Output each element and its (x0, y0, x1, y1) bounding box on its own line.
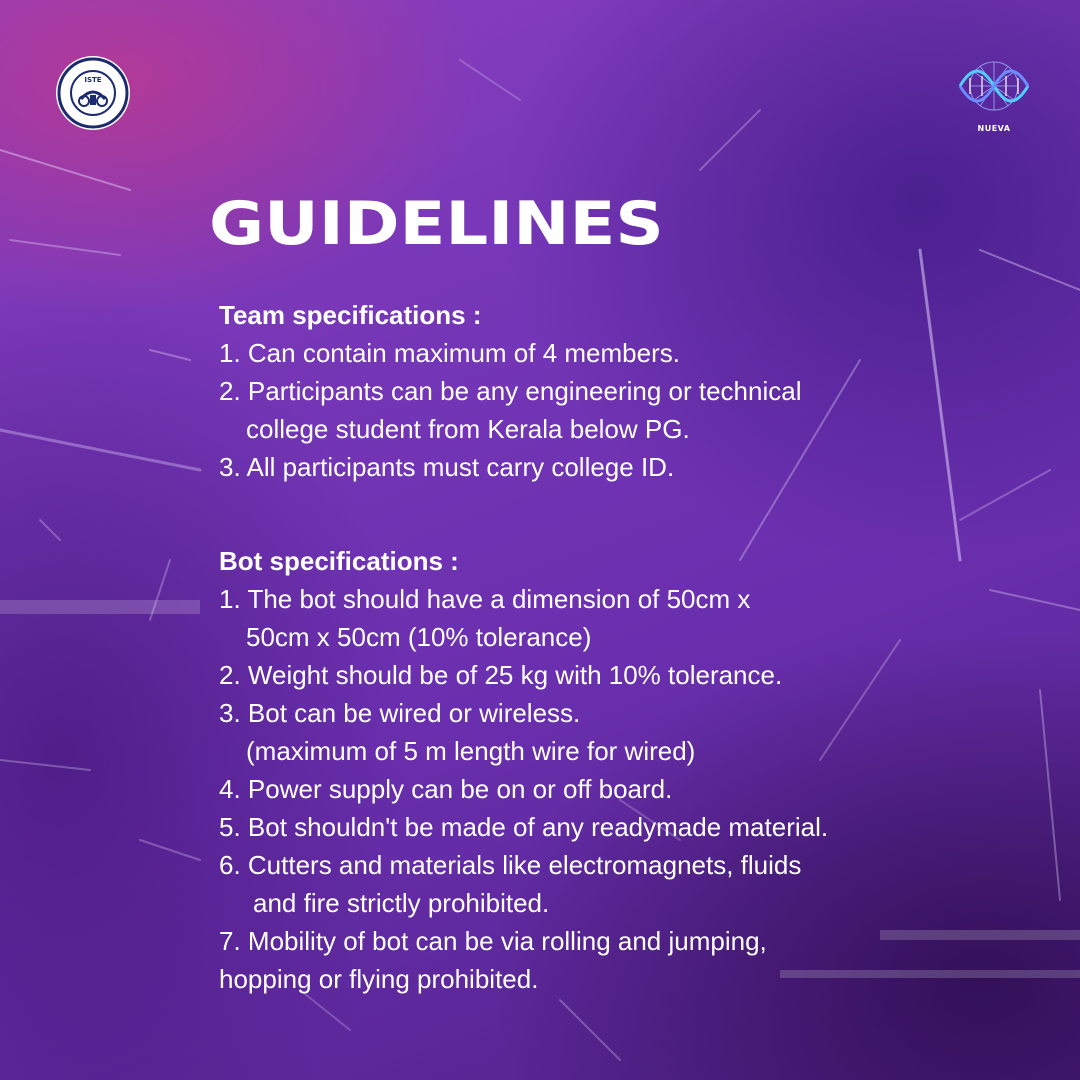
bot-item: 6. Cutters and materials like electromag… (219, 850, 802, 880)
bot-item: 2. Weight should be of 25 kg with 10% to… (219, 660, 783, 690)
bot-item-continued: hopping or flying prohibited. (219, 964, 539, 994)
bot-item: 1. The bot should have a dimension of 50… (219, 584, 751, 614)
iste-logo: ISTE (55, 55, 131, 131)
team-item: 2. Participants can be any engineering o… (219, 376, 802, 406)
bot-item-continued: (maximum of 5 m length wire for wired) (246, 736, 696, 766)
bot-item: 4. Power supply can be on or off board. (219, 774, 673, 804)
team-specifications-heading: Team specifications : (219, 300, 482, 330)
iste-seal-icon (56, 56, 130, 130)
dna-helix-globe-icon (958, 61, 1030, 111)
bot-item: 3. Bot can be wired or wireless. (219, 698, 581, 728)
bot-item: 7. Mobility of bot can be via rolling an… (219, 926, 767, 956)
team-item: 3. All participants must carry college I… (219, 452, 675, 482)
guidelines-content: Team specifications : 1. Can contain max… (219, 296, 959, 998)
bot-item-continued: 50cm x 50cm (10% tolerance) (246, 622, 592, 652)
section-spacer (219, 486, 959, 542)
nueva-logo (952, 56, 1036, 136)
bot-specifications-heading: Bot specifications : (219, 546, 459, 576)
page-title: GUIDELINES (209, 189, 664, 259)
nueva-logo-label: NUEVA (977, 124, 1011, 133)
team-item-continued: college student from Kerala below PG. (246, 414, 690, 444)
bot-item-continued: and fire strictly prohibited. (253, 888, 550, 918)
iste-logo-center-text: ISTE (84, 76, 102, 84)
team-item: 1. Can contain maximum of 4 members. (219, 338, 680, 368)
bot-item: 5. Bot shouldn't be made of any readymad… (219, 812, 829, 842)
